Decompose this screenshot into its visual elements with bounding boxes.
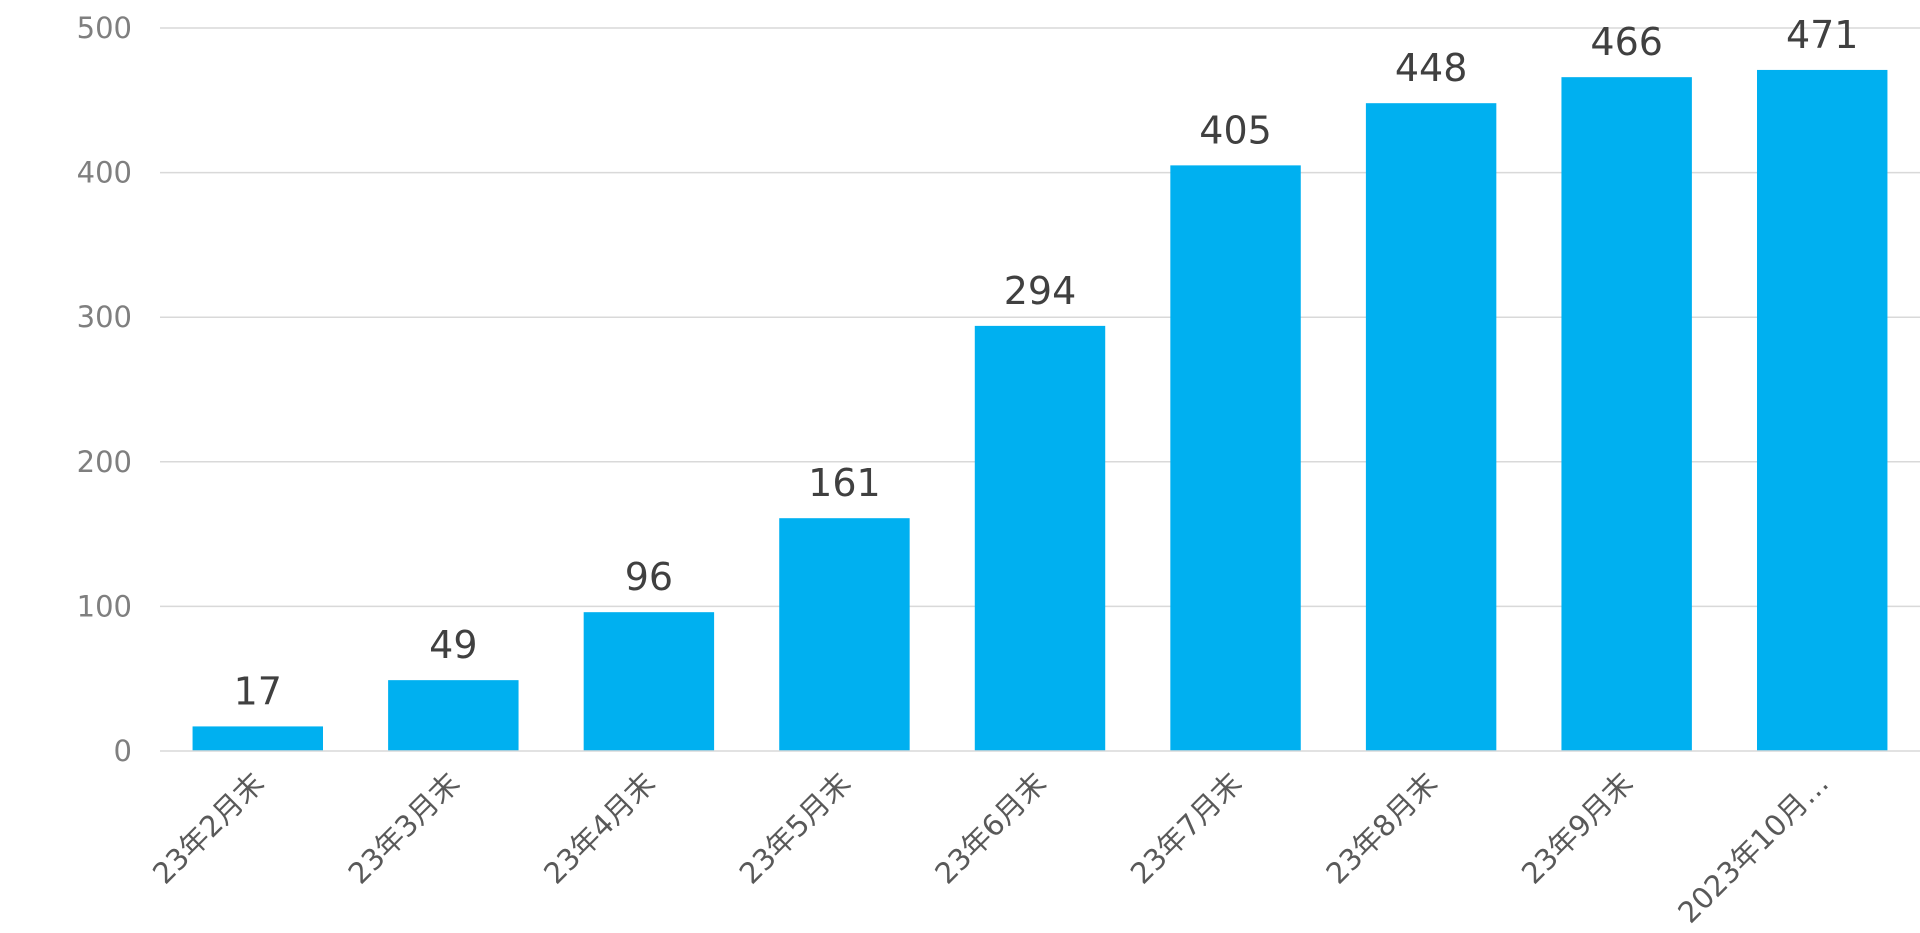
data-label: 17 — [234, 669, 282, 713]
bar — [388, 680, 519, 751]
bar — [192, 726, 323, 751]
y-tick-label: 0 — [114, 734, 132, 768]
x-tick-label: 23年8月末 — [1319, 766, 1444, 891]
bar — [583, 612, 715, 751]
x-axis-tick-labels: 23年2月末 23年3月末 23年4月末 23年5月末 23年6月末 23年7月末 23年8… — [146, 766, 1835, 930]
data-label: 448 — [1395, 46, 1468, 90]
bars — [192, 69, 1888, 751]
bar — [1170, 165, 1301, 751]
y-tick-label: 500 — [77, 11, 132, 45]
x-tick-label: 23年5月末 — [733, 766, 858, 891]
bar — [1365, 103, 1497, 751]
x-tick-label: 23年2月末 — [146, 766, 271, 891]
y-tick-label: 400 — [77, 156, 132, 190]
data-label: 161 — [808, 461, 881, 505]
x-tick-label: 23年6月末 — [928, 766, 1053, 891]
data-label: 471 — [1786, 13, 1859, 57]
data-label: 466 — [1590, 20, 1663, 64]
bar — [1757, 69, 1888, 751]
y-tick-label: 200 — [77, 445, 132, 479]
data-labels: 17 49 96 161 294 405 448 466 471 — [234, 13, 1859, 713]
x-tick-label: 23年4月末 — [537, 766, 662, 891]
bar — [1561, 77, 1692, 751]
data-label: 96 — [625, 555, 673, 599]
data-label: 294 — [1004, 269, 1077, 313]
x-tick-label: 23年7月末 — [1124, 766, 1249, 891]
x-tick-label: 23年3月末 — [342, 766, 467, 891]
y-tick-label: 100 — [77, 589, 132, 623]
x-tick-label: 23年9月末 — [1515, 766, 1640, 891]
data-label: 49 — [429, 623, 477, 667]
bar — [974, 325, 1106, 751]
bar — [779, 518, 910, 751]
y-axis-tick-labels: 0 100 200 300 400 500 — [77, 11, 132, 768]
data-label: 405 — [1199, 108, 1272, 152]
y-tick-label: 300 — [77, 300, 132, 334]
x-tick-label: 2023年10月… — [1671, 766, 1835, 930]
